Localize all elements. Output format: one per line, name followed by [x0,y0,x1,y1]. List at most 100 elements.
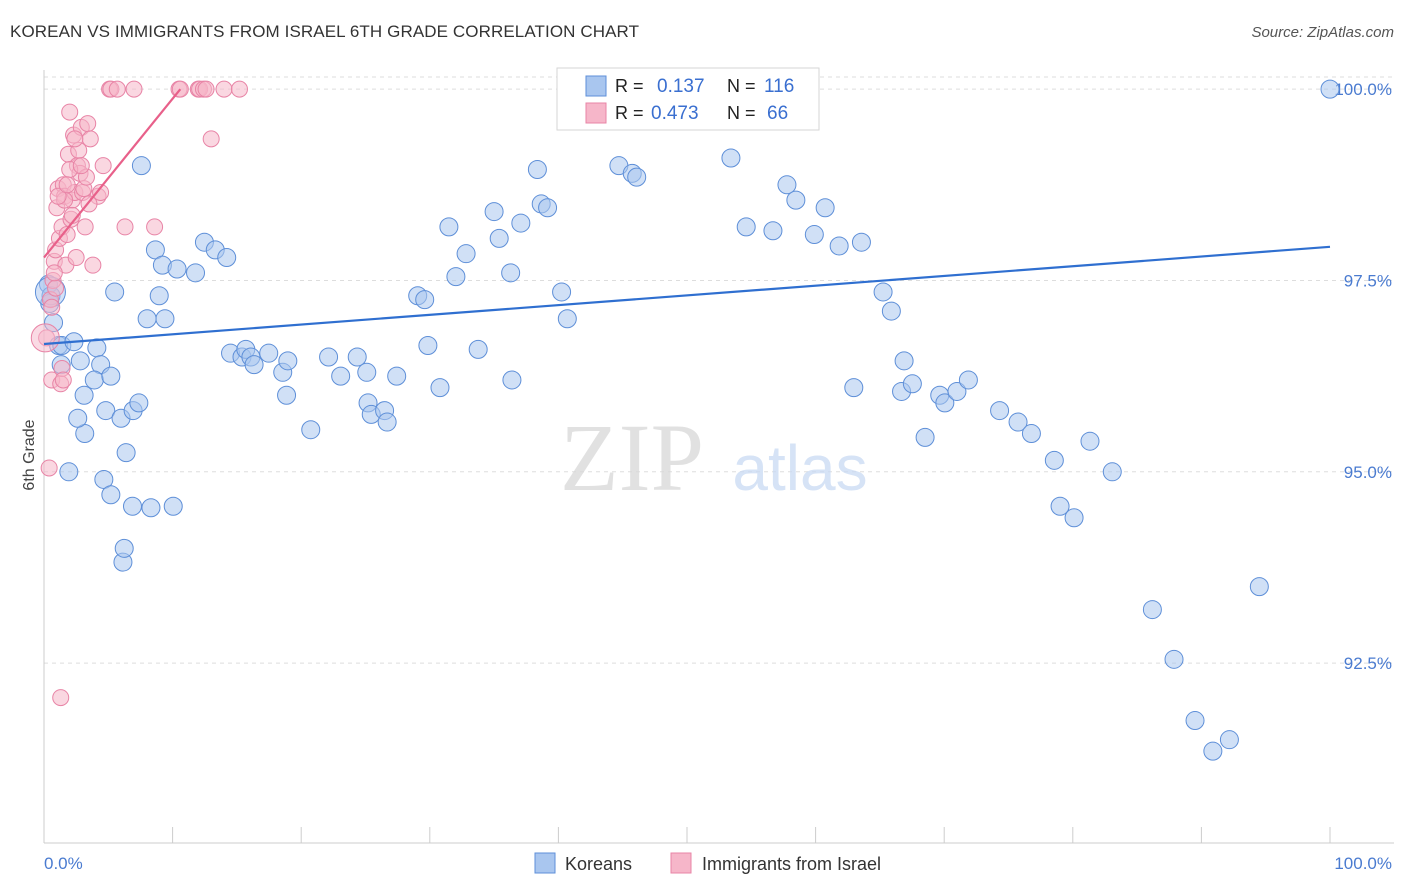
data-point [1064,508,1084,528]
y-tick-label: 95.0% [1344,463,1392,482]
trend-lines [43,88,1331,346]
axes [43,70,1394,844]
data-point [84,370,104,390]
data-point [958,370,978,390]
data-point-cluster [30,323,60,353]
series-legend: Koreans Immigrants from Israel [534,852,881,874]
data-point [54,371,72,389]
data-point [72,157,90,175]
data-point [186,263,206,283]
data-point [331,366,351,386]
data-point [1021,424,1041,444]
data-point [105,282,125,302]
data-point [137,309,157,329]
data-point [1203,741,1223,761]
data-point [1050,496,1070,516]
data-point [131,156,151,176]
data-point [215,80,233,98]
legend-swatch-koreans [585,75,607,97]
data-point [915,427,935,447]
data-point [804,225,824,245]
legend-r-value-1: 0.137 [657,76,705,97]
tick-labels: 92.5% 95.0% 97.5% 100.0% 0.0% 100.0% [44,80,1392,873]
data-point [116,443,136,463]
stats-legend: R = 0.137 N = 116 R = 0.473 N = 66 [556,67,820,131]
data-point [114,538,134,558]
data-point [502,370,522,390]
data-point [484,202,504,222]
bottom-legend-label-koreans: Koreans [565,854,632,874]
data-point [146,218,164,236]
data-point [52,689,70,707]
data-point [947,381,967,401]
data-point [155,309,175,329]
data-point [439,217,459,237]
legend-swatch-israel [585,102,607,124]
data-point [61,103,79,121]
bottom-legend-swatch-koreans [534,852,556,874]
data-point [347,347,367,367]
data-point [1219,730,1239,750]
data-point [627,167,647,187]
data-point [76,218,94,236]
data-point [167,259,187,279]
data-point [511,213,531,233]
data-point [1044,450,1064,470]
data-point [935,393,955,413]
x-tick-label: 100.0% [1334,854,1392,873]
data-point [129,393,149,413]
legend-r-value-2: 0.473 [651,103,699,124]
data-point [902,374,922,394]
data-point [116,218,134,236]
data-point [446,267,466,287]
y-tick-label: 92.5% [1344,654,1392,673]
data-point [501,263,521,283]
data-point [777,175,797,195]
data-point [163,496,183,516]
data-point [489,228,509,248]
legend-r-label-2: R = [615,103,644,123]
chart-title: KOREAN VS IMMIGRANTS FROM ISRAEL 6TH GRA… [10,22,640,41]
data-point [1080,431,1100,451]
data-point [43,298,61,316]
data-point [1249,577,1269,597]
legend-n-label-2: N = [727,103,756,123]
y-tick-label: 100.0% [1334,80,1392,99]
data-point [45,264,63,282]
trend-line-koreans [43,245,1331,346]
data-point [277,385,297,405]
x-tick-label: 0.0% [44,854,83,873]
data-point [418,336,438,356]
data-point [873,282,893,302]
data-point [557,309,577,329]
data-point [468,339,488,359]
bottom-legend-swatch-israel [670,852,692,874]
data-point [101,366,121,386]
data-point [58,176,76,194]
data-point [829,236,849,256]
bottom-legend-label-israel: Immigrants from Israel [702,854,881,874]
legend-n-label-1: N = [727,76,756,96]
data-point [1008,412,1028,432]
data-point [1185,711,1205,731]
data-point [786,190,806,210]
data-point [244,355,264,375]
data-point [101,485,121,505]
data-point [319,347,339,367]
data-point [40,459,58,477]
data-point [202,130,220,148]
data-point [47,279,65,297]
data-point [763,221,783,241]
data-point [894,351,914,371]
data-point [125,80,143,98]
data-point [141,498,161,518]
y-tick-label: 97.5% [1344,271,1392,290]
data-point [430,378,450,398]
data-point [230,80,248,98]
data-point [387,366,407,386]
y-axis-label: 6th Grade [21,419,38,490]
data-point [74,385,94,405]
data-point [79,115,97,133]
data-point [197,80,215,98]
